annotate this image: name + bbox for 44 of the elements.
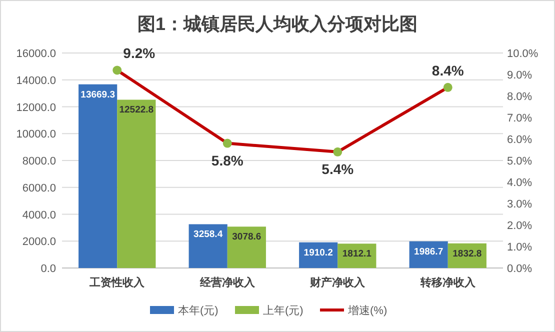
data-label: 1812.1	[342, 248, 372, 260]
x-tick-label: 转移净收入	[419, 276, 476, 289]
bar	[227, 226, 266, 268]
y2-tick-label: 5.0%	[507, 156, 532, 168]
data-label: 9.2%	[123, 45, 156, 62]
y2-tick-label: 6.0%	[507, 134, 532, 146]
data-label: 12522.8	[119, 104, 154, 116]
bar	[78, 84, 118, 268]
y-tick-label: 12000.0	[16, 102, 56, 114]
x-tick-label: 财产净收入	[309, 276, 366, 289]
y-tick-label: 4000.0	[22, 209, 56, 222]
data-label: 5.8%	[211, 152, 244, 168]
x-tick-label: 经营净收入	[198, 276, 256, 289]
data-label: 1986.7	[414, 246, 444, 258]
legend-label: 上年(元)	[263, 304, 304, 317]
bar	[188, 224, 228, 268]
data-label: 3258.4	[194, 229, 224, 240]
y2-tick-label: 10.0%	[507, 48, 538, 60]
chart-title: 图1：城镇居民人均收入分项对比图	[137, 14, 418, 34]
y-tick-label: 0.0	[40, 263, 56, 275]
data-label: 8.4%	[432, 62, 464, 78]
legend-label: 本年(元)	[178, 304, 218, 317]
y2-tick-label: 7.0%	[507, 112, 532, 124]
x-tick-label: 工资性收入	[88, 276, 146, 289]
y-tick-label: 14000.0	[16, 74, 56, 87]
y-tick-label: 8000.0	[22, 156, 56, 168]
data-label: 1832.8	[452, 248, 482, 260]
data-label: 5.4%	[322, 160, 354, 177]
legend-label: 增速(%)	[347, 304, 388, 317]
bar	[117, 100, 156, 268]
y-tick-label: 2000.0	[22, 236, 56, 248]
y-tick-label: 6000.0	[22, 182, 56, 194]
y2-tick-label: 9.0%	[507, 70, 532, 82]
y-tick-label: 16000.0	[16, 48, 56, 60]
data-label: 1910.2	[304, 247, 333, 258]
y2-tick-label: 3.0%	[507, 198, 532, 210]
y2-tick-label: 8.0%	[507, 91, 532, 103]
y2-tick-label: 0.0%	[507, 263, 532, 275]
data-label: 3078.6	[232, 232, 262, 243]
y2-tick-label: 2.0%	[507, 220, 532, 232]
y-tick-label: 10000.0	[16, 128, 56, 141]
y2-tick-label: 4.0%	[507, 177, 532, 189]
data-label: 13669.3	[80, 89, 116, 100]
y2-tick-label: 1.0%	[507, 242, 532, 254]
